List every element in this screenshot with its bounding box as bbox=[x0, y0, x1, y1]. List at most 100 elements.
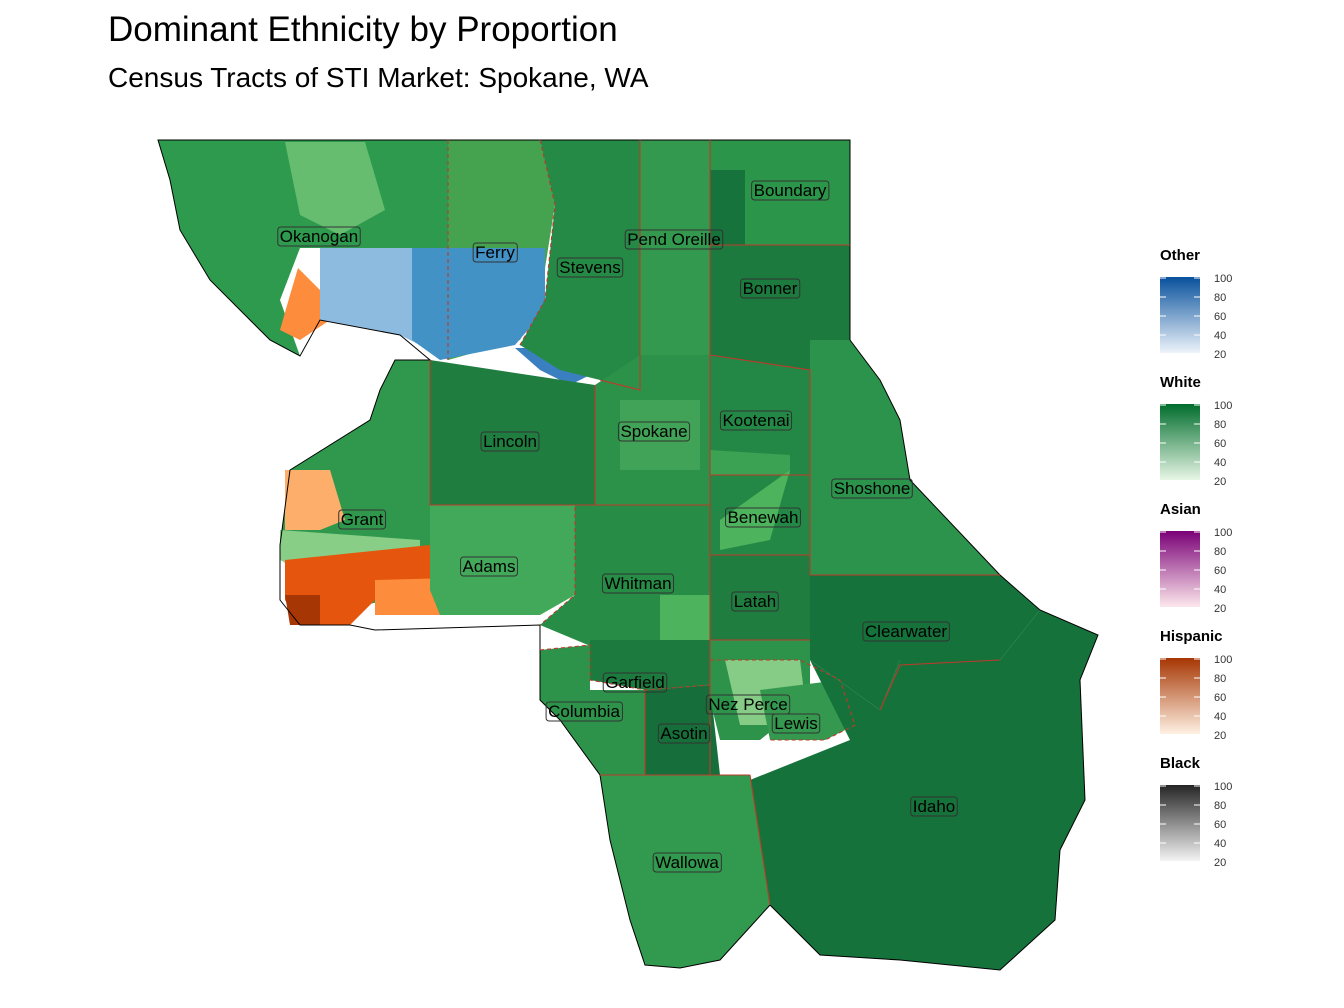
county-label-text: Adams bbox=[463, 557, 516, 576]
county-label: Asotin bbox=[657, 723, 711, 744]
county-label: Clearwater bbox=[862, 621, 950, 642]
region-garfield bbox=[590, 640, 710, 690]
county-label-text: Ferry bbox=[475, 243, 515, 262]
region-okanogan-north bbox=[285, 142, 385, 235]
county-label-box bbox=[480, 431, 540, 452]
county-label-text: Spokane bbox=[620, 422, 687, 441]
county-label-box bbox=[751, 180, 830, 201]
county-label-box bbox=[602, 672, 668, 693]
legend-tick-label: 60 bbox=[1214, 565, 1226, 577]
county-label: Boundary bbox=[751, 180, 830, 201]
county-label-text: Idaho bbox=[913, 797, 956, 816]
county-label-text: Shoshone bbox=[834, 479, 911, 498]
county-boundaries bbox=[429, 139, 1001, 906]
county-label-box bbox=[910, 796, 958, 817]
county-label-box bbox=[731, 591, 779, 612]
county-label: Ferry bbox=[472, 242, 518, 263]
region-grant-hispanic-dark bbox=[285, 595, 320, 625]
county-label-text: Okanogan bbox=[280, 227, 358, 246]
region-okanogan-hispanic bbox=[280, 268, 330, 340]
county-label-box bbox=[601, 573, 675, 594]
legend-tick-label: 20 bbox=[1214, 476, 1226, 488]
region-shoshone bbox=[810, 340, 1000, 575]
county-label-text: Garfield bbox=[605, 673, 665, 692]
legend-tick-label: 100 bbox=[1214, 527, 1232, 539]
region-grant-hispanic-n bbox=[285, 470, 345, 530]
legend-colorbar bbox=[1160, 658, 1200, 734]
region-kootenai bbox=[710, 355, 810, 475]
legend-title: Other bbox=[1160, 247, 1200, 264]
region-boundary-dark bbox=[710, 170, 745, 245]
county-label-text: Boundary bbox=[754, 181, 827, 200]
legend-title: Hispanic bbox=[1160, 628, 1223, 645]
legend-tick-label: 60 bbox=[1214, 311, 1226, 323]
legend-tick-label: 40 bbox=[1214, 330, 1226, 342]
county-label-box bbox=[705, 694, 791, 715]
map-subtitle: Census Tracts of STI Market: Spokane, WA bbox=[108, 62, 649, 93]
region-adams bbox=[430, 505, 575, 615]
region-kootenai-south bbox=[710, 450, 790, 475]
legend-title: Black bbox=[1160, 755, 1201, 772]
county-label-box bbox=[740, 278, 801, 299]
region-whitman-pullman bbox=[660, 595, 710, 640]
legend-colorbar bbox=[1160, 404, 1200, 480]
county-label: Kootenai bbox=[719, 410, 793, 431]
region-grant-hispanic-mid bbox=[285, 545, 430, 625]
county-label-text: Kootenai bbox=[722, 411, 789, 430]
county-label-text: Benewah bbox=[728, 508, 799, 527]
county-label: Garfield bbox=[602, 672, 668, 693]
region-columbia bbox=[540, 645, 645, 775]
county-label: Whitman bbox=[601, 573, 675, 594]
region-latah bbox=[710, 555, 810, 640]
county-label-text: Nez Perce bbox=[708, 695, 787, 714]
county-label-text: Columbia bbox=[548, 702, 620, 721]
legend-tick-label: 40 bbox=[1214, 457, 1226, 469]
county-label-box bbox=[277, 226, 361, 247]
legend-tick-label: 40 bbox=[1214, 711, 1226, 723]
county-label: Wallowa bbox=[652, 852, 722, 873]
county-label-text: Grant bbox=[341, 510, 384, 529]
map-title: Dominant Ethnicity by Proportion bbox=[108, 10, 618, 49]
county-label: Shoshone bbox=[831, 478, 913, 499]
county-label-text: Stevens bbox=[559, 258, 620, 277]
legend-tick-label: 100 bbox=[1214, 781, 1232, 793]
county-label-box bbox=[617, 421, 691, 442]
county-label-text: Whitman bbox=[604, 574, 671, 593]
county-label: Lewis bbox=[771, 713, 821, 734]
legend-tick-label: 20 bbox=[1214, 730, 1226, 742]
county-label-box bbox=[831, 478, 913, 499]
legend-tick-label: 80 bbox=[1214, 292, 1226, 304]
county-label-box bbox=[338, 509, 387, 530]
county-label: Grant bbox=[338, 509, 387, 530]
county-label: Okanogan bbox=[277, 226, 361, 247]
legend-title: Asian bbox=[1160, 501, 1201, 518]
county-label: Pend Oreille bbox=[624, 229, 724, 250]
legend-tick-label: 80 bbox=[1214, 673, 1226, 685]
county-label: Latah bbox=[731, 591, 779, 612]
legend-tick-label: 100 bbox=[1214, 654, 1232, 666]
county-label: Stevens bbox=[556, 257, 624, 278]
legend-tick-label: 100 bbox=[1214, 273, 1232, 285]
county-label: Benewah bbox=[725, 507, 801, 528]
region-spokane-urban bbox=[620, 400, 700, 470]
county-label-box bbox=[719, 410, 793, 431]
county-label-box bbox=[460, 556, 518, 577]
county-label-text: Bonner bbox=[743, 279, 798, 298]
county-label-box bbox=[862, 621, 950, 642]
legend-title: White bbox=[1160, 374, 1201, 391]
county-label-text: Asotin bbox=[660, 724, 707, 743]
tract-fills bbox=[158, 140, 1098, 970]
county-label: Spokane bbox=[617, 421, 691, 442]
region-pend-oreille bbox=[640, 140, 710, 355]
county-label: Bonner bbox=[740, 278, 801, 299]
county-label: Adams bbox=[460, 556, 518, 577]
county-label-text: Pend Oreille bbox=[627, 230, 721, 249]
region-clearwater bbox=[810, 575, 1040, 710]
county-label-box bbox=[472, 242, 518, 263]
region-asotin bbox=[645, 685, 720, 775]
county-label-text: Lewis bbox=[774, 714, 817, 733]
county-label-box bbox=[545, 701, 623, 722]
legend-tick-label: 80 bbox=[1214, 419, 1226, 431]
legend-tick-label: 40 bbox=[1214, 838, 1226, 850]
